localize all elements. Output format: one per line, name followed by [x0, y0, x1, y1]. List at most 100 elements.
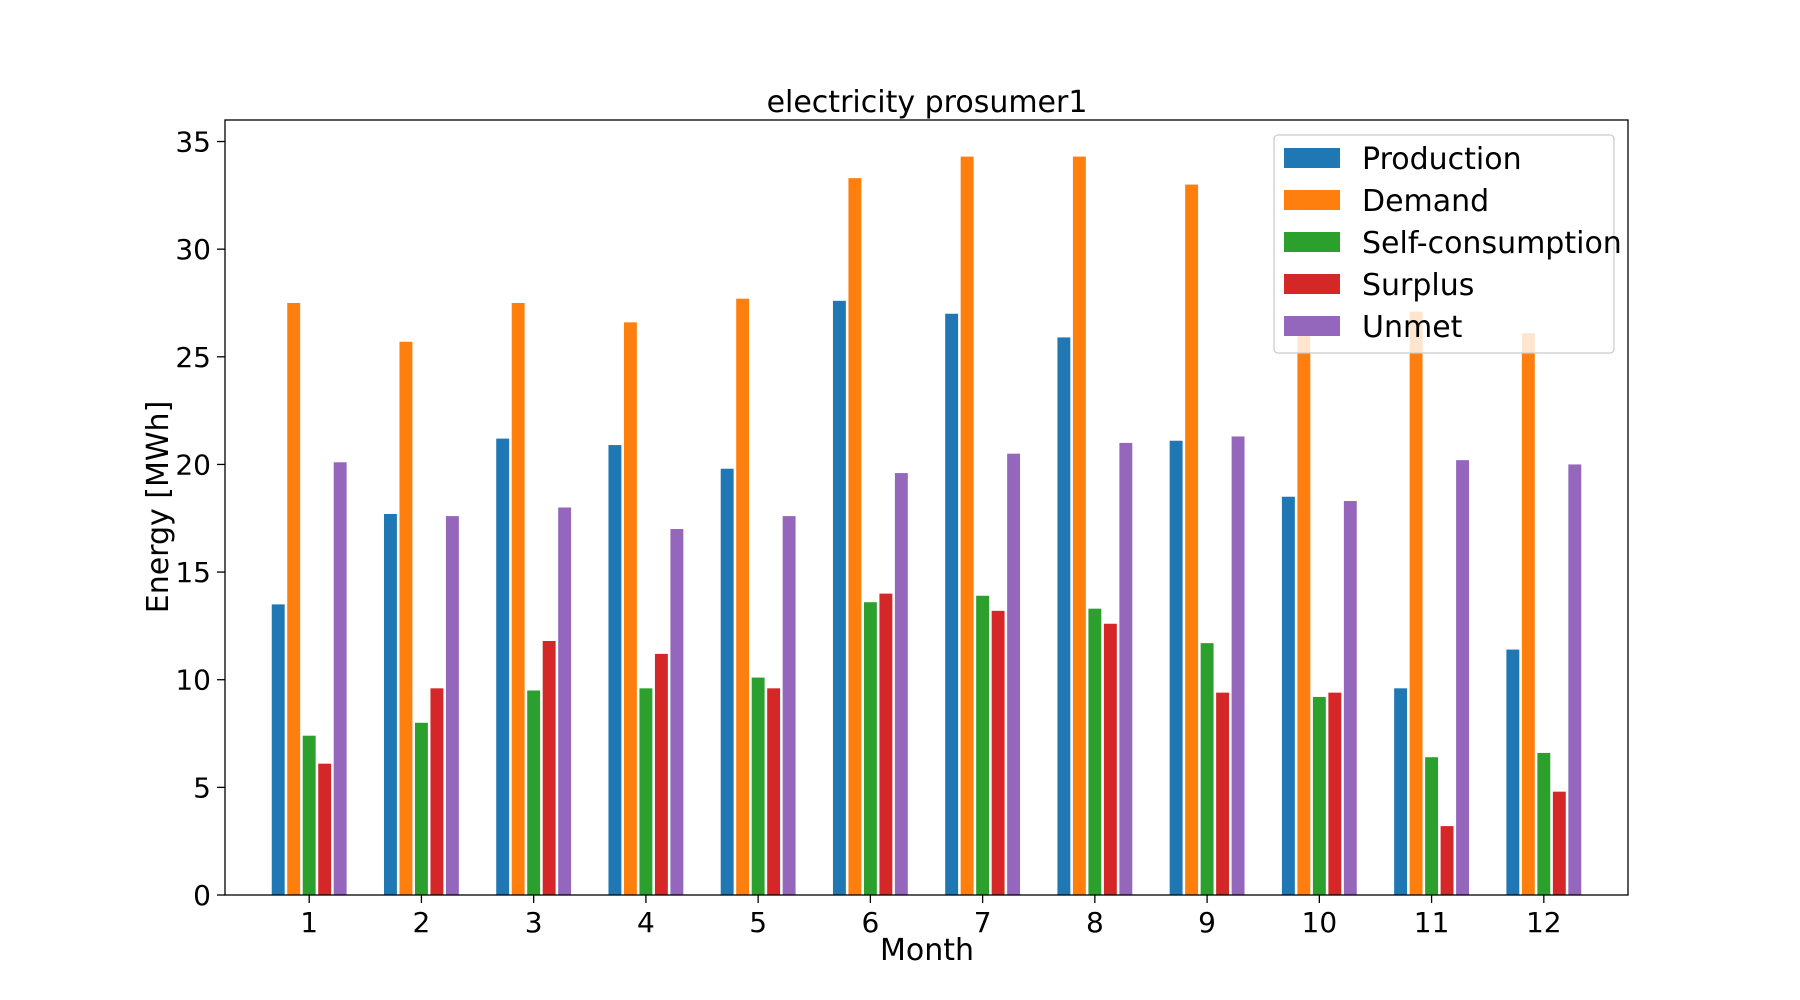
bar-demand-month-1	[287, 302, 301, 895]
x-tick-label: 10	[1302, 906, 1338, 939]
bar-surplus-month-9	[1216, 692, 1230, 895]
bar-surplus-month-8	[1103, 623, 1117, 895]
bar-surplus-month-1	[318, 763, 332, 895]
x-tick-label: 1	[300, 906, 318, 939]
x-tick-label: 3	[525, 906, 543, 939]
bar-demand-month-7	[960, 156, 974, 896]
x-tick-label: 5	[749, 906, 767, 939]
bars-group	[271, 156, 1582, 896]
bar-demand-month-3	[511, 302, 525, 895]
bar-surplus-month-10	[1328, 692, 1342, 895]
bar-demand-month-12	[1521, 333, 1535, 895]
bar-surplus-month-3	[542, 640, 556, 895]
bar-unmet-month-12	[1568, 464, 1582, 895]
bar-surplus-month-7	[991, 610, 1005, 895]
bar-demand-month-10	[1297, 322, 1311, 895]
x-tick-label: 11	[1414, 906, 1450, 939]
bar-surplus-month-4	[654, 653, 668, 895]
y-tick-label: 30	[175, 233, 211, 266]
x-tick-label: 6	[861, 906, 879, 939]
y-tick-label: 5	[193, 771, 211, 804]
bar-surplus-month-6	[879, 593, 893, 895]
bar-self-consumption-month-10	[1312, 696, 1326, 895]
bar-self-consumption-month-12	[1537, 752, 1551, 895]
bar-unmet-month-1	[333, 462, 347, 895]
bar-self-consumption-month-2	[414, 722, 428, 895]
bar-surplus-month-2	[430, 688, 444, 895]
bar-self-consumption-month-3	[527, 690, 541, 895]
legend-swatch-self-consumption	[1284, 232, 1340, 252]
x-axis-label: Month	[880, 933, 974, 968]
legend-swatch-demand	[1284, 190, 1340, 210]
bar-unmet-month-3	[558, 507, 572, 895]
bar-unmet-month-4	[670, 529, 684, 895]
bar-self-consumption-month-4	[639, 688, 653, 895]
bar-unmet-month-6	[894, 473, 908, 895]
bar-production-month-10	[1281, 496, 1295, 895]
y-axis-label: Energy [MWh]	[141, 401, 176, 614]
bar-self-consumption-month-8	[1088, 608, 1102, 895]
bar-unmet-month-11	[1456, 460, 1470, 895]
x-axis: 1 2 3 4 5 6 7 8 9 10 11 12	[300, 895, 1562, 939]
plot-frame	[224, 119, 1629, 896]
bar-unmet-month-9	[1231, 436, 1245, 895]
bar-unmet-month-2	[445, 516, 459, 895]
bar-self-consumption-month-11	[1425, 757, 1439, 895]
x-tick-label: 8	[1086, 906, 1104, 939]
legend-label-unmet: Unmet	[1362, 310, 1463, 345]
legend: Production Demand Self-consumption Surplus U…	[1273, 134, 1622, 354]
y-tick-label: 15	[175, 556, 211, 589]
legend-swatch-production	[1284, 148, 1340, 168]
x-tick-label: 2	[413, 906, 431, 939]
bar-production-month-2	[383, 513, 397, 895]
y-tick-label: 35	[175, 126, 211, 159]
bar-self-consumption-month-6	[863, 602, 877, 895]
bar-unmet-month-10	[1343, 501, 1357, 895]
bar-production-month-5	[720, 468, 734, 895]
bar-demand-month-11	[1409, 311, 1423, 896]
bar-surplus-month-11	[1440, 826, 1454, 895]
bar-production-month-7	[945, 313, 959, 895]
y-tick-label: 20	[175, 448, 211, 481]
bar-unmet-month-7	[1007, 453, 1021, 895]
x-tick-label: 7	[974, 906, 992, 939]
x-tick-label: 9	[1198, 906, 1216, 939]
legend-label-surplus: Surplus	[1362, 268, 1474, 303]
x-tick-label: 12	[1526, 906, 1562, 939]
bar-demand-month-9	[1185, 184, 1199, 895]
bar-self-consumption-month-1	[302, 735, 316, 895]
y-tick-label: 0	[193, 879, 211, 912]
y-tick-label: 10	[175, 664, 211, 697]
x-tick-label: 4	[637, 906, 655, 939]
legend-swatch-surplus	[1284, 274, 1340, 294]
legend-label-demand: Demand	[1362, 184, 1489, 219]
bar-production-month-8	[1057, 337, 1071, 895]
y-tick-label: 25	[175, 341, 211, 374]
bar-production-month-6	[832, 300, 846, 896]
legend-label-production: Production	[1362, 142, 1522, 177]
bar-production-month-9	[1169, 440, 1183, 895]
bar-surplus-month-5	[767, 688, 781, 895]
legend-frame	[1273, 134, 1615, 354]
bar-demand-month-2	[399, 341, 413, 895]
bar-production-month-11	[1394, 688, 1408, 895]
bar-demand-month-8	[1072, 156, 1086, 896]
bar-self-consumption-month-9	[1200, 643, 1214, 896]
chart-title: electricity prosumer1	[767, 85, 1088, 120]
bar-self-consumption-month-7	[976, 595, 990, 895]
bar-demand-month-6	[848, 178, 862, 896]
bar-demand-month-4	[623, 322, 637, 895]
bar-production-month-4	[608, 445, 622, 895]
bar-unmet-month-5	[782, 516, 796, 895]
bar-surplus-month-12	[1552, 791, 1566, 895]
legend-label-self-consumption: Self-consumption	[1362, 226, 1622, 261]
bar-unmet-month-8	[1119, 442, 1133, 895]
bar-production-month-3	[496, 438, 510, 895]
y-axis: 0 5 10 15 20 25 30 35	[175, 126, 225, 912]
legend-swatch-unmet	[1284, 316, 1340, 336]
bar-demand-month-5	[736, 298, 750, 895]
bar-self-consumption-month-5	[751, 677, 765, 895]
bar-production-month-1	[271, 604, 285, 896]
bar-production-month-12	[1506, 649, 1520, 895]
